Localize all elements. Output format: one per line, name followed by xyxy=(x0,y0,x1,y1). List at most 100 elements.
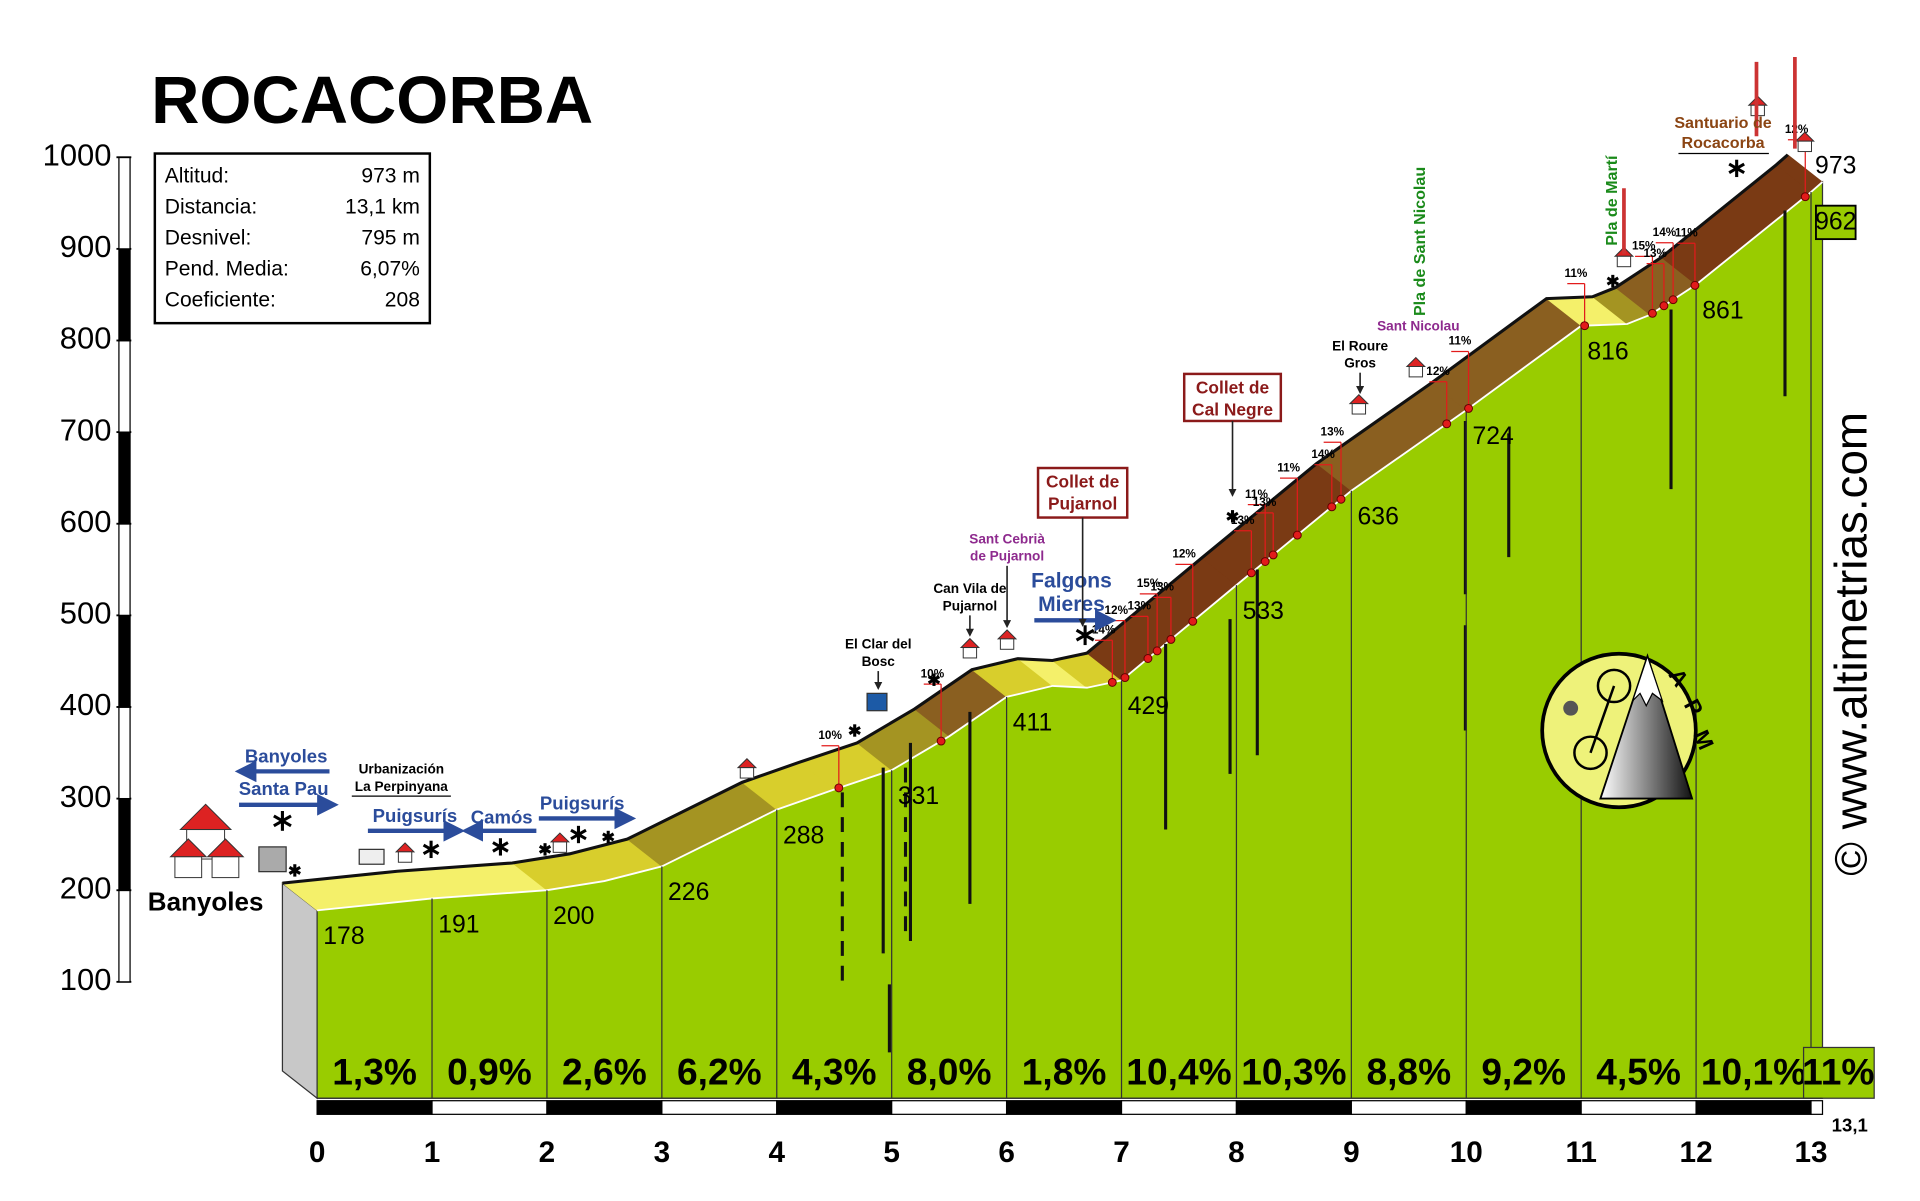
km-bar xyxy=(1350,1100,1467,1115)
x-tick-label: 7 xyxy=(1113,1136,1130,1169)
gradient-label: 10% xyxy=(818,729,842,742)
gradient-label: 11% xyxy=(1565,267,1588,280)
altitude-label: 724 xyxy=(1472,423,1514,450)
gradient-dot xyxy=(1166,634,1176,644)
annotation: Sant Nicolau xyxy=(1377,318,1459,333)
altitude-label: 191 xyxy=(438,911,479,938)
km-bar xyxy=(1580,1100,1697,1115)
info-box xyxy=(153,152,432,325)
info-value: 795 m xyxy=(361,227,420,250)
gradient-label: 12% xyxy=(1105,604,1129,617)
segment-gradient-label: 8,0% xyxy=(907,1051,992,1093)
house-icon xyxy=(397,851,413,863)
gradient-dot xyxy=(1260,557,1270,566)
annotation: Can Vila de xyxy=(933,581,1007,596)
gradient-label: 14% xyxy=(1092,623,1116,636)
info-value: 208 xyxy=(385,288,420,311)
annotation: Puigsurís xyxy=(540,793,625,814)
star-icon xyxy=(602,832,615,842)
km-bar xyxy=(891,1100,1008,1115)
altitude-label: 816 xyxy=(1587,339,1628,366)
annotation: Gros xyxy=(1344,356,1376,371)
gradient-label: 15% xyxy=(1137,577,1161,590)
y-tick-label: 1000 xyxy=(43,137,112,172)
house-icon xyxy=(211,856,240,879)
altitude-label: 429 xyxy=(1128,693,1169,720)
gradient-dot xyxy=(1690,280,1700,290)
gradient-label: 14% xyxy=(1653,226,1677,239)
segment-box xyxy=(1802,1046,1875,1099)
y-tick-label: 300 xyxy=(60,779,112,814)
gradient-label: 13% xyxy=(1128,600,1152,613)
y-tick-label: 700 xyxy=(60,412,112,447)
segment-gradient-label: 4,3% xyxy=(792,1051,877,1093)
logo-wheel xyxy=(1596,668,1632,704)
segment-gradient-label: 6,2% xyxy=(677,1051,762,1093)
house-icon xyxy=(1616,255,1632,268)
x-tick-label: 13 xyxy=(1794,1136,1827,1169)
annotation: Rocacorba xyxy=(1681,134,1765,152)
altitude-label: 226 xyxy=(668,879,709,906)
annotation: Collet de xyxy=(1196,377,1270,397)
building-icon xyxy=(358,848,385,865)
y-tick-label: 200 xyxy=(60,870,112,905)
gradient-dot xyxy=(1143,654,1153,663)
gradient-dot xyxy=(1152,646,1162,656)
y-axis-band xyxy=(118,706,131,800)
y-axis-band xyxy=(118,523,131,616)
segment-gradient-label: 4,5% xyxy=(1596,1051,1681,1093)
house-icon xyxy=(1408,365,1424,378)
km-bar xyxy=(546,1100,663,1115)
y-axis-band xyxy=(118,614,131,708)
y-tick-label: 600 xyxy=(60,504,112,539)
x-tick-label: 10 xyxy=(1450,1136,1483,1169)
gradient-label: 13% xyxy=(1643,247,1667,260)
annotation: de Pujarnol xyxy=(970,549,1044,564)
house-icon xyxy=(1351,403,1367,415)
y-axis-band xyxy=(118,797,131,891)
gradient-label: 11% xyxy=(1448,335,1471,348)
star-icon xyxy=(1606,276,1619,286)
altitude-label: 178 xyxy=(323,923,364,950)
logo-rider xyxy=(1563,700,1579,716)
km-bar xyxy=(1465,1100,1582,1115)
km-bar xyxy=(316,1100,433,1115)
gradient-label: 13% xyxy=(1150,581,1174,594)
gradient-dot xyxy=(1188,616,1198,626)
x-tick-label: 2 xyxy=(539,1136,556,1169)
gradient-dot xyxy=(1120,673,1130,683)
gradient-dot xyxy=(1336,494,1346,504)
gradient-dot xyxy=(1668,295,1678,305)
star-icon xyxy=(288,865,301,875)
logo-wheel xyxy=(1573,735,1608,771)
altitude-label: 288 xyxy=(783,822,824,849)
segment-gradient-label: 2,6% xyxy=(562,1051,647,1093)
credit: © www.altimetrias.com xyxy=(1825,412,1876,876)
altitude-label: 636 xyxy=(1358,504,1399,531)
gradient-dot xyxy=(1327,502,1337,512)
gradient-dot xyxy=(936,736,946,746)
altitude-label: 861 xyxy=(1702,297,1743,324)
gradient-label: 13% xyxy=(1253,496,1277,509)
logo-frame xyxy=(1589,685,1616,754)
info-value: 6,07% xyxy=(360,257,420,280)
x-tick-label: 0 xyxy=(309,1136,326,1169)
gradient-label: 11% xyxy=(1245,488,1268,501)
house-icon xyxy=(739,767,755,779)
x-tick-label: 12 xyxy=(1680,1136,1713,1169)
chart-title: ROCACORBA xyxy=(151,63,593,138)
gradient-label: 12% xyxy=(1426,365,1450,378)
segment-gradient-label: 10,1% xyxy=(1701,1051,1806,1093)
annotation: Santa Pau xyxy=(239,778,329,799)
info-label: Altitud: xyxy=(165,165,229,188)
x-tick-label: 5 xyxy=(883,1136,900,1169)
x-tick-label: 3 xyxy=(654,1136,671,1169)
km-bar xyxy=(1810,1100,1824,1115)
altitude-label: 200 xyxy=(553,903,594,930)
y-axis-band xyxy=(118,156,131,250)
star-icon xyxy=(538,844,552,854)
star-icon xyxy=(492,841,509,853)
house-icon xyxy=(962,647,978,659)
